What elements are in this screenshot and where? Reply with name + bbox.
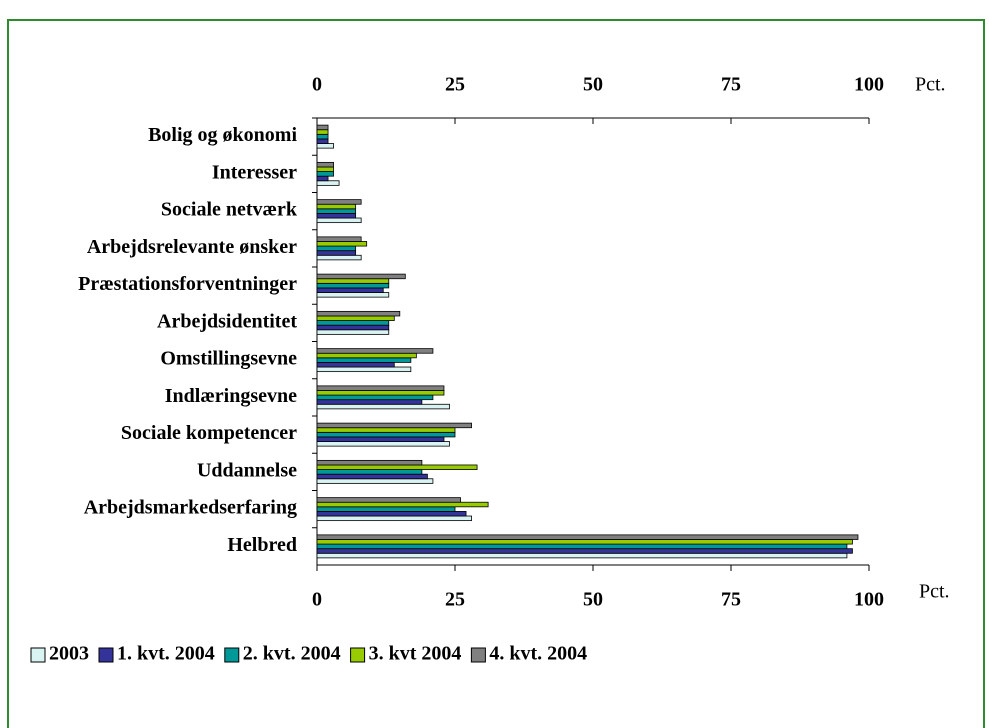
x-tick-label: 100 [854, 74, 884, 96]
x-tick-label: 50 [583, 589, 603, 611]
bar [316, 254, 362, 261]
bar [316, 390, 445, 396]
bar [316, 250, 357, 256]
bar [316, 506, 456, 512]
y-tick-label: Arbejdsidentitet [157, 310, 297, 332]
bar [316, 124, 329, 131]
legend-label: 4. kvt. 2004 [489, 643, 587, 665]
bar [316, 473, 428, 480]
bar [316, 315, 395, 321]
x-tick-label: 0 [312, 589, 322, 611]
x-tick-label: 50 [583, 74, 603, 96]
bar [316, 324, 390, 331]
y-tick-label: Arbejdsmarkedserfaring [84, 497, 297, 519]
bar [316, 236, 362, 242]
frame [7, 19, 985, 728]
bar [316, 403, 450, 410]
bar [316, 320, 390, 326]
x-axis-unit-top: Pct. [915, 74, 946, 96]
bar [316, 539, 853, 545]
bar [316, 511, 467, 517]
x-tick-label: 25 [445, 74, 465, 96]
legend-swatch [350, 647, 366, 663]
bar [316, 203, 357, 210]
bar [316, 287, 384, 293]
y-tick-label: Præstationsforventninger [78, 273, 297, 295]
bar [316, 217, 362, 224]
x-axis-unit-bottom: Pct. [919, 581, 950, 603]
bar [316, 362, 395, 368]
x-tick-label: 25 [445, 589, 465, 611]
y-tick-label: Helbred [227, 534, 297, 556]
bar [316, 357, 412, 363]
bar [316, 399, 423, 405]
legend-swatch [224, 647, 240, 663]
legend-swatch [98, 647, 114, 663]
x-tick-label: 0 [312, 74, 322, 96]
y-tick-label: Interesser [212, 161, 297, 183]
bar [316, 501, 489, 508]
bar [316, 366, 412, 373]
x-tick-label: 75 [721, 589, 741, 611]
y-tick-label: Bolig og økonomi [148, 124, 297, 146]
bar [316, 464, 478, 470]
bar [316, 543, 848, 550]
bar [316, 348, 434, 354]
bar [316, 441, 450, 447]
bar [316, 329, 390, 335]
bar [316, 208, 357, 214]
bar [316, 138, 329, 144]
bar [316, 180, 340, 186]
bar [316, 273, 406, 280]
bar [316, 427, 456, 433]
bar [316, 478, 434, 484]
bar [316, 431, 456, 438]
legend-label: 2003 [49, 643, 89, 665]
bar [316, 175, 329, 182]
bar [316, 129, 329, 135]
bar [316, 166, 334, 172]
y-tick-label: Uddannelse [197, 459, 297, 481]
legend-swatch [470, 647, 486, 663]
y-tick-label: Omstillingsevne [160, 348, 297, 370]
legend-swatch [30, 647, 46, 663]
bar [316, 241, 368, 247]
y-tick-label: Indlæringsevne [165, 385, 297, 407]
bar [316, 385, 445, 391]
bar [316, 436, 445, 442]
legend-label: 2. kvt. 2004 [243, 643, 341, 665]
bar [316, 213, 357, 219]
bar [316, 292, 390, 298]
x-tick-label: 100 [854, 589, 884, 611]
bar [316, 278, 390, 284]
bar [316, 422, 472, 429]
bar [316, 171, 334, 177]
bar [316, 143, 334, 149]
bar [316, 548, 853, 554]
bar [316, 469, 423, 475]
bar [316, 352, 417, 359]
bar [316, 459, 423, 466]
bar [316, 497, 461, 503]
bar [316, 199, 362, 205]
bar [316, 310, 401, 317]
legend-label: 3. kvt 2004 [369, 643, 462, 665]
y-tick-label: Arbejdsrelevante ønsker [87, 236, 297, 258]
bar [316, 133, 329, 140]
bar [316, 161, 334, 168]
bar [316, 245, 357, 252]
bar [316, 394, 434, 401]
y-tick-label: Sociale kompetencer [121, 422, 297, 444]
y-tick-label: Sociale netværk [161, 199, 298, 221]
legend-label: 1. kvt. 2004 [117, 643, 215, 665]
bar [316, 552, 848, 559]
x-tick-label: 75 [721, 74, 741, 96]
bar [316, 282, 390, 289]
bar [316, 515, 472, 522]
bar [316, 534, 859, 540]
